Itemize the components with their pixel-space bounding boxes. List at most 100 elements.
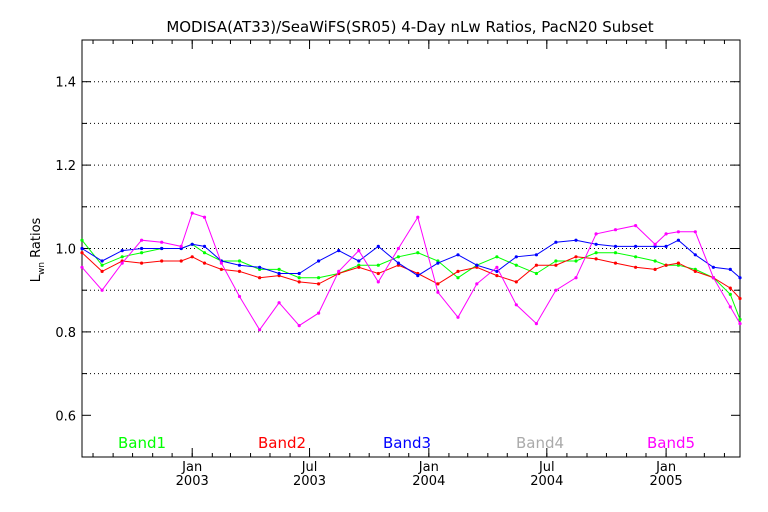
legend-entry-band4: Band4 (516, 434, 564, 452)
data-point-band5 (120, 261, 124, 265)
data-point-band3 (258, 265, 262, 269)
data-point-band3 (711, 265, 716, 269)
data-point-band3 (277, 271, 281, 276)
data-point-band1 (237, 259, 242, 263)
data-point-band1 (634, 255, 638, 259)
data-point-band5 (554, 288, 558, 292)
data-point-band5 (534, 322, 539, 326)
data-point-band5 (436, 290, 440, 294)
data-point-band2 (160, 259, 164, 263)
data-point-band3 (613, 244, 618, 248)
data-point-band1 (728, 292, 732, 296)
data-point-band5 (376, 280, 380, 284)
data-point-band2 (190, 255, 194, 259)
data-point-band5 (258, 328, 262, 332)
data-point-band5 (237, 294, 242, 299)
data-point-band5 (140, 238, 144, 242)
data-point-band3 (495, 269, 499, 273)
data-point-band1 (495, 255, 499, 259)
data-point-band5 (416, 215, 420, 219)
data-point-band5 (277, 301, 281, 305)
legend-entry-band1: Band1 (118, 434, 166, 452)
data-point-band2 (436, 282, 440, 286)
data-point-band3 (728, 267, 732, 271)
data-point-band2 (664, 263, 668, 267)
data-point-band5 (179, 244, 183, 248)
y-tick-label: 1.4 (55, 76, 76, 91)
data-point-band1 (514, 263, 518, 267)
data-point-band1 (297, 276, 301, 280)
legend: Band1 Band2 Band3 Band4 Band5 (118, 434, 695, 452)
data-point-band3 (140, 246, 144, 251)
legend-entry-band2: Band2 (258, 434, 306, 452)
data-point-band1 (613, 251, 618, 255)
x-tick-month-label: Jan (418, 460, 439, 475)
data-point-band5 (475, 282, 479, 286)
data-point-band2 (613, 261, 618, 265)
data-point-band2 (179, 259, 183, 263)
data-point-band2 (456, 269, 460, 273)
x-tick-month-label: Jan (181, 460, 202, 475)
data-point-band2 (534, 263, 539, 267)
data-point-band3 (693, 253, 697, 257)
data-point-band2 (202, 261, 207, 265)
y-tick-label: 1.0 (55, 243, 76, 258)
data-point-band5 (664, 232, 668, 236)
data-point-band2 (594, 257, 598, 261)
data-point-band5 (202, 215, 207, 219)
data-point-band3 (574, 238, 578, 242)
data-point-band1 (574, 259, 578, 263)
data-point-band5 (514, 303, 518, 307)
y-axis-ticks: 0.6 0.8 1.0 1.2 1.4 (55, 76, 740, 424)
data-point-band5 (190, 211, 194, 215)
legend-entry-band5: Band5 (647, 434, 695, 452)
x-tick-year-label: 2005 (650, 474, 683, 489)
data-point-band2 (376, 271, 380, 276)
data-point-band5 (574, 276, 578, 280)
y-axis-label: Lwn Ratios (29, 217, 47, 282)
series-group (80, 211, 742, 332)
data-point-band5 (728, 305, 732, 309)
data-point-band1 (653, 259, 657, 263)
data-point-band5 (219, 261, 223, 265)
data-point-band5 (80, 265, 84, 269)
data-point-band1 (80, 238, 84, 242)
data-point-band1 (456, 276, 460, 280)
data-point-band2 (80, 251, 84, 255)
data-point-band5 (317, 311, 321, 315)
data-point-band2 (297, 280, 301, 284)
y-tick-label: 0.6 (55, 409, 76, 424)
data-point-band5 (100, 288, 104, 292)
data-point-band2 (357, 265, 361, 269)
data-point-band3 (554, 240, 558, 244)
data-point-band3 (202, 244, 207, 248)
data-point-band3 (738, 276, 742, 280)
series-line-band1 (81, 239, 741, 320)
data-point-band1 (396, 255, 400, 259)
data-point-band2 (237, 269, 242, 273)
y-axis-label-rest: Ratios (29, 217, 44, 262)
y-tick-label: 0.8 (55, 326, 76, 341)
data-point-band5 (693, 230, 697, 234)
data-point-band2 (100, 269, 104, 273)
data-point-band3 (357, 259, 361, 263)
data-point-band1 (120, 255, 124, 259)
data-point-band1 (738, 317, 742, 321)
y-axis-label-sub: wn (37, 262, 47, 275)
data-point-band5 (337, 269, 341, 273)
x-tick-month-label: Jul (301, 460, 318, 475)
data-point-band1 (100, 263, 104, 267)
data-point-band2 (728, 286, 732, 290)
data-point-band3 (317, 259, 321, 263)
y-tick-label: 1.2 (55, 159, 76, 174)
data-point-band1 (317, 276, 321, 280)
data-point-band2 (634, 265, 638, 269)
data-point-band5 (297, 324, 301, 328)
data-point-band5 (738, 322, 742, 326)
chart-title: MODISA(AT33)/SeaWiFS(SR05) 4-Day nLw Rat… (166, 18, 653, 36)
data-point-band3 (376, 244, 380, 248)
data-point-band1 (534, 271, 539, 276)
data-point-band3 (190, 242, 194, 246)
